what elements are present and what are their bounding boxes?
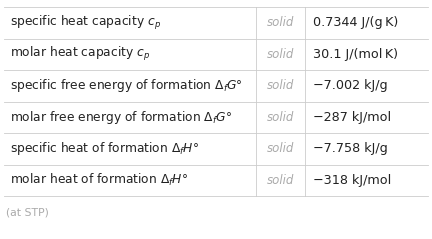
Text: (at STP): (at STP) — [6, 208, 49, 218]
Text: solid: solid — [267, 142, 294, 155]
Text: solid: solid — [267, 48, 294, 61]
Text: 0.7344 J/(g K): 0.7344 J/(g K) — [313, 16, 398, 29]
Text: 30.1 J/(mol K): 30.1 J/(mol K) — [313, 48, 398, 61]
Text: solid: solid — [267, 111, 294, 124]
Text: solid: solid — [267, 79, 294, 92]
Text: specific heat capacity $c_p$: specific heat capacity $c_p$ — [10, 14, 161, 32]
Text: −7.002 kJ/g: −7.002 kJ/g — [313, 79, 388, 92]
Text: −7.758 kJ/g: −7.758 kJ/g — [313, 142, 388, 155]
Text: solid: solid — [267, 16, 294, 29]
Text: solid: solid — [267, 174, 294, 187]
Text: molar free energy of formation $\Delta_f G°$: molar free energy of formation $\Delta_f… — [10, 109, 232, 126]
Text: specific heat of formation $\Delta_f H°$: specific heat of formation $\Delta_f H°$ — [10, 140, 198, 157]
Text: molar heat of formation $\Delta_f H°$: molar heat of formation $\Delta_f H°$ — [10, 172, 187, 188]
Text: molar heat capacity $c_p$: molar heat capacity $c_p$ — [10, 45, 149, 63]
Text: specific free energy of formation $\Delta_f G°$: specific free energy of formation $\Delt… — [10, 77, 242, 94]
Text: −287 kJ/mol: −287 kJ/mol — [313, 111, 391, 124]
Text: −318 kJ/mol: −318 kJ/mol — [313, 174, 391, 187]
